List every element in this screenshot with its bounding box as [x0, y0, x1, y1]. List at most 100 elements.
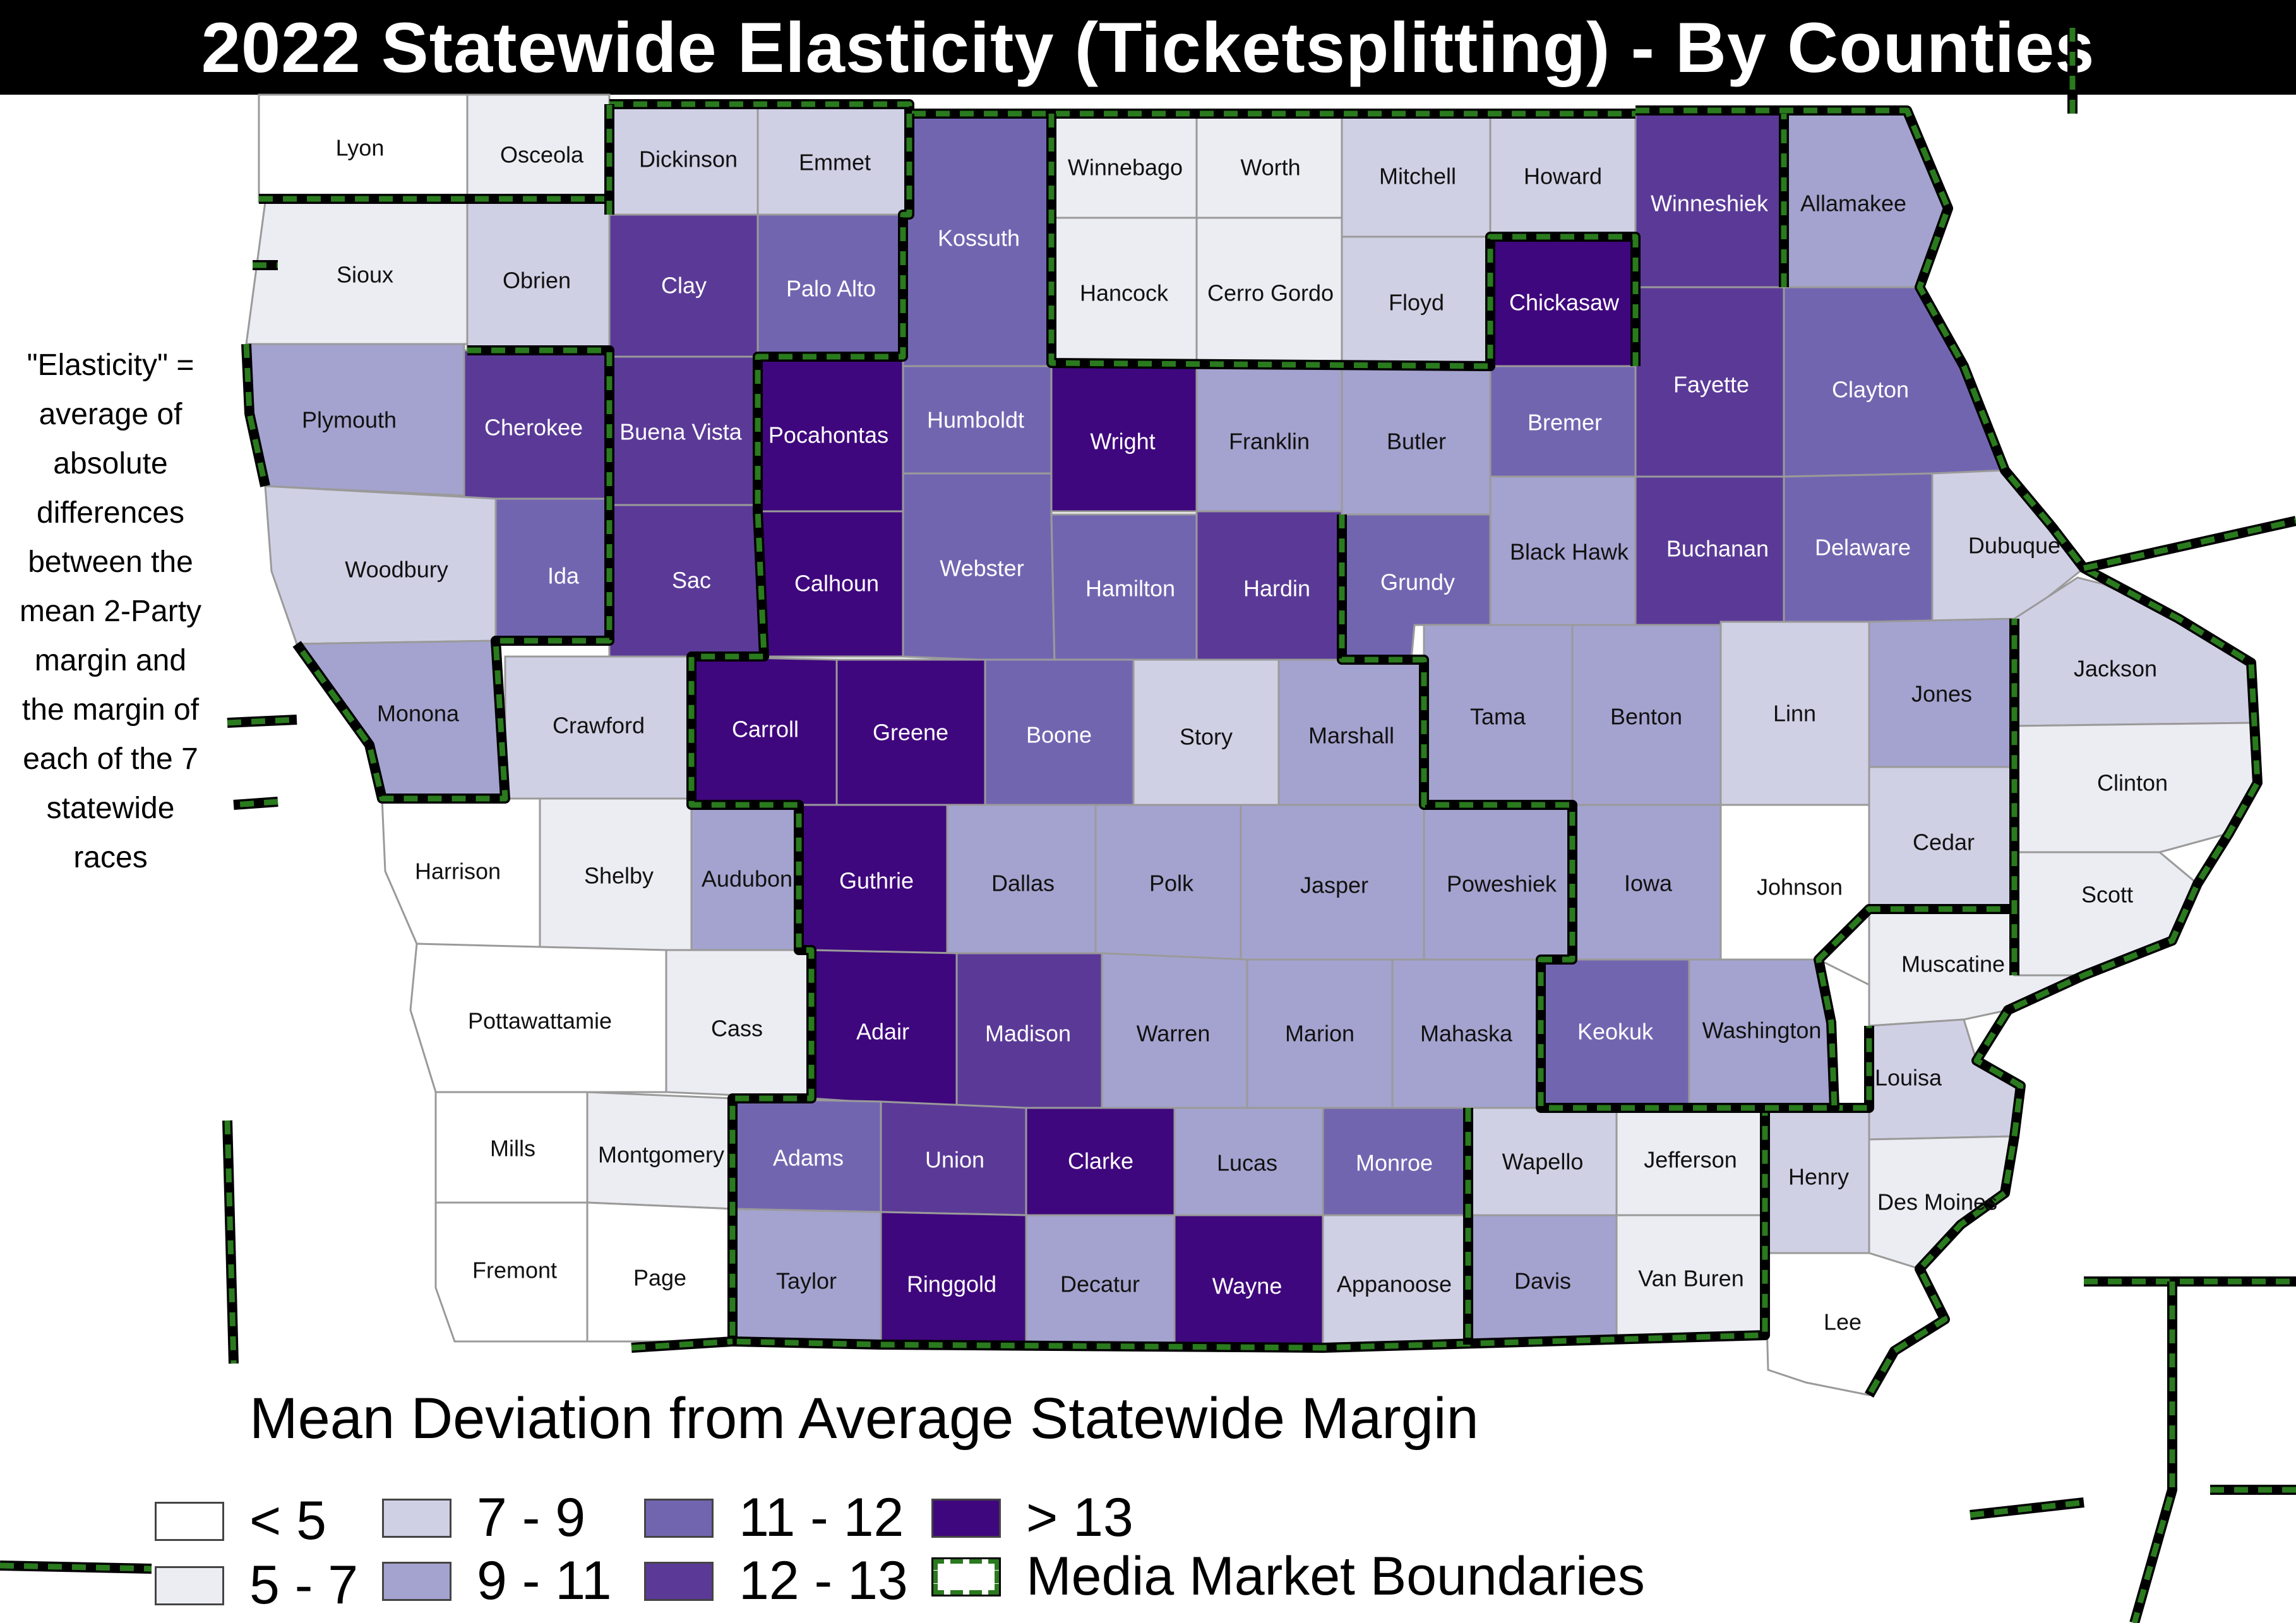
county-label: Cedar: [1913, 829, 1975, 855]
note-line: each of the 7: [23, 742, 198, 776]
county-label: Union: [925, 1147, 984, 1173]
media-market-boundaries: [0, 25, 2296, 1623]
note-line: mean 2-Party: [19, 595, 202, 628]
county-label: Fayette: [1673, 372, 1749, 398]
county-label: Monroe: [1356, 1150, 1433, 1176]
county-label: Taylor: [776, 1268, 837, 1294]
county-label: Jones: [1911, 681, 1972, 707]
county-label: Osceola: [500, 142, 584, 168]
county-label: Allamakee: [1800, 191, 1906, 217]
county-label: Benton: [1610, 704, 1682, 730]
county-label: Butler: [1387, 429, 1446, 455]
legend-label: < 5: [249, 1490, 326, 1551]
county-label: Marion: [1285, 1021, 1354, 1047]
legend-item-media-market: Media Market Boundaries: [931, 1545, 1645, 1608]
county-label: Johnson: [1757, 874, 1843, 900]
county-label: Madison: [985, 1021, 1071, 1047]
media-market-boundary: [609, 101, 1635, 117]
county-label: Hamilton: [1085, 576, 1175, 602]
media-market-boundary: [1048, 114, 1639, 369]
county-label: Keokuk: [1577, 1019, 1654, 1045]
legend-label: 11 - 12: [739, 1487, 904, 1548]
legend-item: 11 - 12: [644, 1487, 904, 1549]
county-label: Winnebago: [1068, 155, 1183, 181]
note-line: average of: [39, 398, 182, 431]
elasticity-definition-note: "Elasticity" = average of absolute differen…: [6, 341, 215, 883]
county-label: Appanoose: [1337, 1271, 1452, 1297]
media-market-boundary: [631, 1338, 733, 1351]
media-market-boundary: [2129, 1281, 2177, 1623]
county-label: Floyd: [1389, 290, 1444, 316]
county-label: Audubon: [702, 866, 792, 892]
county-label: Tama: [1470, 704, 1526, 730]
county-label: Buena Vista: [619, 419, 742, 445]
county-label: Mahaska: [1420, 1021, 1513, 1047]
county-label: Pocahontas: [768, 422, 888, 448]
county-label: Iowa: [1624, 871, 1673, 896]
county-label: Pottawattamie: [468, 1008, 612, 1034]
county-label: Dubuque: [1968, 533, 2060, 559]
county-labels-layer: Lyon Osceola Dickinson Emmet Kossuth Winnebag…: [302, 135, 2168, 1335]
county-label: Louisa: [1875, 1065, 1942, 1091]
note-line: absolute: [53, 447, 168, 480]
legend-swatch: [931, 1498, 1001, 1538]
county-label: Ringgold: [907, 1271, 996, 1297]
county-label: Grundy: [1380, 569, 1455, 595]
county-label: Bremer: [1528, 410, 1602, 436]
media-market-boundary: [688, 114, 1872, 1351]
title-bar: 2022 Statewide Elasticity (Ticketsplitti…: [0, 0, 2296, 95]
county-label: Lucas: [1217, 1150, 1277, 1176]
county-label: Harrison: [415, 859, 501, 884]
county-label: Howard: [1524, 163, 1602, 189]
county-label: Calhoun: [794, 571, 879, 597]
county-label: Fremont: [472, 1257, 557, 1283]
county-fremont: [434, 1201, 589, 1343]
county-label: Montgomery: [598, 1142, 724, 1168]
county-scott: [2013, 851, 2199, 977]
legend-swatch: [644, 1561, 714, 1601]
county-label: Polk: [1149, 871, 1194, 896]
county-label: Dallas: [991, 871, 1055, 896]
county-label: Page: [633, 1265, 686, 1291]
county-label: Cerro Gordo: [1207, 280, 1334, 306]
county-label: Carroll: [732, 716, 799, 742]
county-label: Adams: [773, 1145, 844, 1171]
legend-swatch: [644, 1498, 714, 1538]
county-label: Washington: [1702, 1018, 1822, 1043]
note-line: differences: [37, 496, 184, 530]
legend-item: 7 - 9: [382, 1487, 585, 1549]
county-label: Wright: [1090, 429, 1155, 455]
legend-swatch: [155, 1566, 224, 1605]
media-market-boundary: [294, 347, 613, 802]
county-label: Story: [1180, 724, 1233, 750]
county-label: Monona: [377, 701, 460, 727]
county-label: Delaware: [1815, 535, 1911, 561]
county-label: Emmet: [799, 150, 871, 175]
county-label: Adair: [856, 1019, 909, 1045]
county-label: Van Buren: [1638, 1266, 1743, 1292]
media-market-boundary: [224, 1120, 237, 1364]
county-label: Palo Alto: [786, 276, 876, 302]
county-label: Jasper: [1300, 872, 1368, 898]
county-label: Poweshiek: [1447, 871, 1557, 897]
county-label: Muscatine: [1901, 951, 2005, 977]
county-label: Sac: [672, 568, 711, 593]
legend-label: 9 - 11: [477, 1550, 612, 1611]
legend-label: 5 - 7: [249, 1555, 359, 1615]
county-label: Clinton: [2097, 770, 2168, 796]
county-label: Marshall: [1308, 723, 1394, 749]
county-label: Lee: [1824, 1309, 1862, 1335]
county-label: Humboldt: [927, 407, 1024, 433]
county-label: Chickasaw: [1509, 290, 1620, 316]
county-label: Cherokee: [484, 415, 583, 441]
county-label: Mills: [490, 1136, 535, 1162]
county-label: Franklin: [1229, 429, 1310, 455]
media-market-boundary: [1339, 514, 2018, 1111]
media-market-boundary: [241, 343, 270, 487]
county-label: Crawford: [553, 713, 645, 739]
legend-swatch: [155, 1501, 224, 1541]
county-label: Warren: [1137, 1021, 1211, 1047]
county-label: Davis: [1514, 1268, 1571, 1294]
legend-label: 7 - 9: [477, 1487, 586, 1548]
note-line: margin and: [34, 644, 187, 677]
